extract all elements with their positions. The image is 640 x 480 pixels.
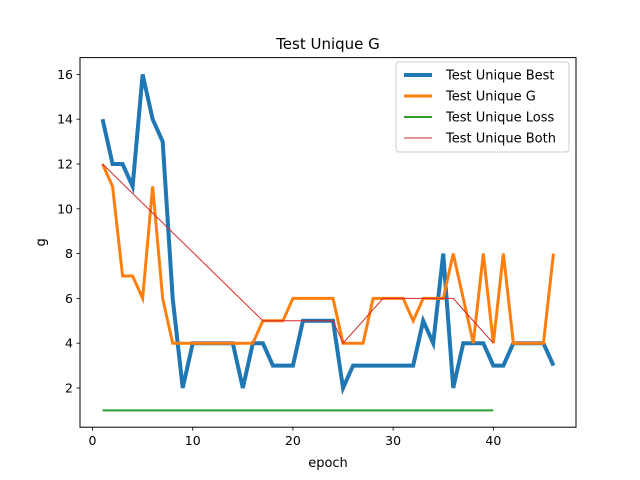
series-line-test-unique-both xyxy=(102,163,494,345)
y-tick-label: 8 xyxy=(65,246,73,261)
chart-title: Test Unique G xyxy=(275,35,380,53)
x-tick-label: 10 xyxy=(185,433,201,448)
legend-label-test-unique-loss: Test Unique Loss xyxy=(445,111,554,126)
x-tick-label: 30 xyxy=(385,433,401,448)
y-axis: 2 4 6 8 10 12 14 16 xyxy=(57,67,80,396)
series-line-test-unique-g xyxy=(101,163,555,345)
legend-box xyxy=(395,61,570,153)
x-tick-label: 20 xyxy=(285,433,301,448)
x-tick-label: 40 xyxy=(485,433,501,448)
y-tick-label: 4 xyxy=(65,336,73,351)
y-tick-label: 10 xyxy=(57,201,73,216)
legend-label-test-unique-g: Test Unique G xyxy=(445,90,536,105)
legend: Test Unique Best Test Unique G Test Unique… xyxy=(395,61,570,153)
legend-label-test-unique-best: Test Unique Best xyxy=(445,69,555,84)
x-tick-label: 0 xyxy=(89,433,97,448)
y-tick-label: 16 xyxy=(57,67,73,82)
y-axis-label: g xyxy=(34,238,49,246)
plot-area xyxy=(100,73,556,412)
x-axis-label: epoch xyxy=(308,456,348,471)
legend-label-test-unique-both: Test Unique Both xyxy=(445,132,556,147)
y-tick-label: 6 xyxy=(65,291,73,306)
y-tick-label: 2 xyxy=(65,381,73,396)
x-axis: 0 10 20 30 40 xyxy=(89,427,501,448)
y-tick-label: 14 xyxy=(57,112,73,127)
axes-frame xyxy=(79,57,577,428)
y-tick-label: 12 xyxy=(57,157,73,172)
